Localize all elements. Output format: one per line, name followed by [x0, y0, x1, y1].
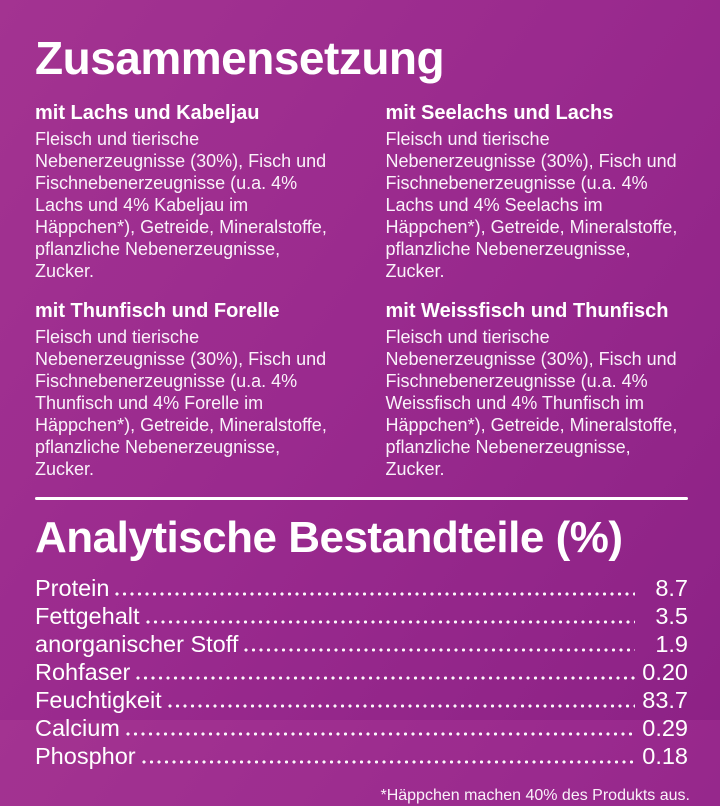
- dot-leader: [140, 755, 635, 767]
- nutrient-label: Fettgehalt: [35, 603, 140, 629]
- composition-block-seelachs-lachs: mit Seelachs und Lachs Fleisch und tieri…: [386, 101, 691, 282]
- dot-leader: [243, 643, 635, 655]
- analysis-row: Feuchtigkeit 83.7: [35, 686, 688, 714]
- nutrient-label: Protein: [35, 575, 110, 601]
- nutrient-value: 0.29: [642, 715, 688, 741]
- analysis-row: Calcium 0.29: [35, 714, 688, 742]
- composition-grid: mit Lachs und Kabeljau Fleisch und tieri…: [35, 101, 690, 480]
- analysis-row: Fettgehalt 3.5: [35, 602, 688, 630]
- dot-leader: [114, 587, 635, 599]
- nutrient-value: 0.18: [642, 743, 688, 769]
- analysis-row: Phosphor 0.18: [35, 742, 688, 770]
- variant-heading: mit Seelachs und Lachs: [385, 102, 614, 124]
- dot-leader: [135, 671, 635, 683]
- nutrient-value: 3.5: [655, 603, 688, 629]
- analysis-title: Analytische Bestandteile (%): [35, 513, 623, 562]
- variant-ingredients: Fleisch und tierische Nebenerzeugnisse (…: [35, 129, 327, 281]
- analysis-table: Protein 8.7 Fettgehalt 3.5 anorganischer…: [35, 574, 688, 770]
- label-panel: Zusammensetzung mit Lachs und Kabeljau F…: [35, 32, 690, 804]
- variant-heading: mit Weissfisch und Thunfisch: [385, 300, 669, 322]
- nutrient-label: Phosphor: [35, 743, 136, 769]
- variant-heading: mit Thunfisch und Forelle: [35, 300, 280, 322]
- variant-ingredients: Fleisch und tierische Nebenerzeugnisse (…: [35, 327, 327, 479]
- nutrient-value: 0.20: [642, 659, 688, 685]
- variant-ingredients: Fleisch und tierische Nebenerzeugnisse (…: [385, 327, 678, 479]
- dot-leader: [144, 615, 635, 627]
- analysis-row: anorganischer Stoff 1.9: [35, 630, 688, 658]
- variant-ingredients: Fleisch und tierische Nebenerzeugnisse (…: [385, 129, 678, 281]
- dot-leader: [166, 699, 635, 711]
- section-divider: [35, 497, 688, 500]
- composition-title: Zusammensetzung: [35, 32, 445, 84]
- composition-block-lachs-kabeljau: mit Lachs und Kabeljau Fleisch und tieri…: [35, 101, 340, 282]
- dot-leader: [124, 727, 635, 739]
- composition-block-weissfisch-thunfisch: mit Weissfisch und Thunfisch Fleisch und…: [386, 299, 691, 480]
- nutrient-value: 8.7: [655, 575, 688, 601]
- variant-heading: mit Lachs und Kabeljau: [35, 102, 260, 124]
- nutrient-value: 83.7: [642, 687, 688, 713]
- analysis-row: Rohfaser 0.20: [35, 658, 688, 686]
- composition-block-thunfisch-forelle: mit Thunfisch und Forelle Fleisch und ti…: [35, 299, 340, 480]
- nutrient-label: Rohfaser: [35, 659, 131, 685]
- nutrient-label: anorganischer Stoff: [35, 631, 239, 657]
- nutrient-label: Calcium: [35, 715, 120, 741]
- analysis-row: Protein 8.7: [35, 574, 688, 602]
- nutrient-label: Feuchtigkeit: [35, 687, 162, 713]
- haeppchen-footnote: *Häppchen machen 40% des Produkts aus.: [380, 787, 690, 804]
- nutrient-value: 1.9: [655, 631, 688, 657]
